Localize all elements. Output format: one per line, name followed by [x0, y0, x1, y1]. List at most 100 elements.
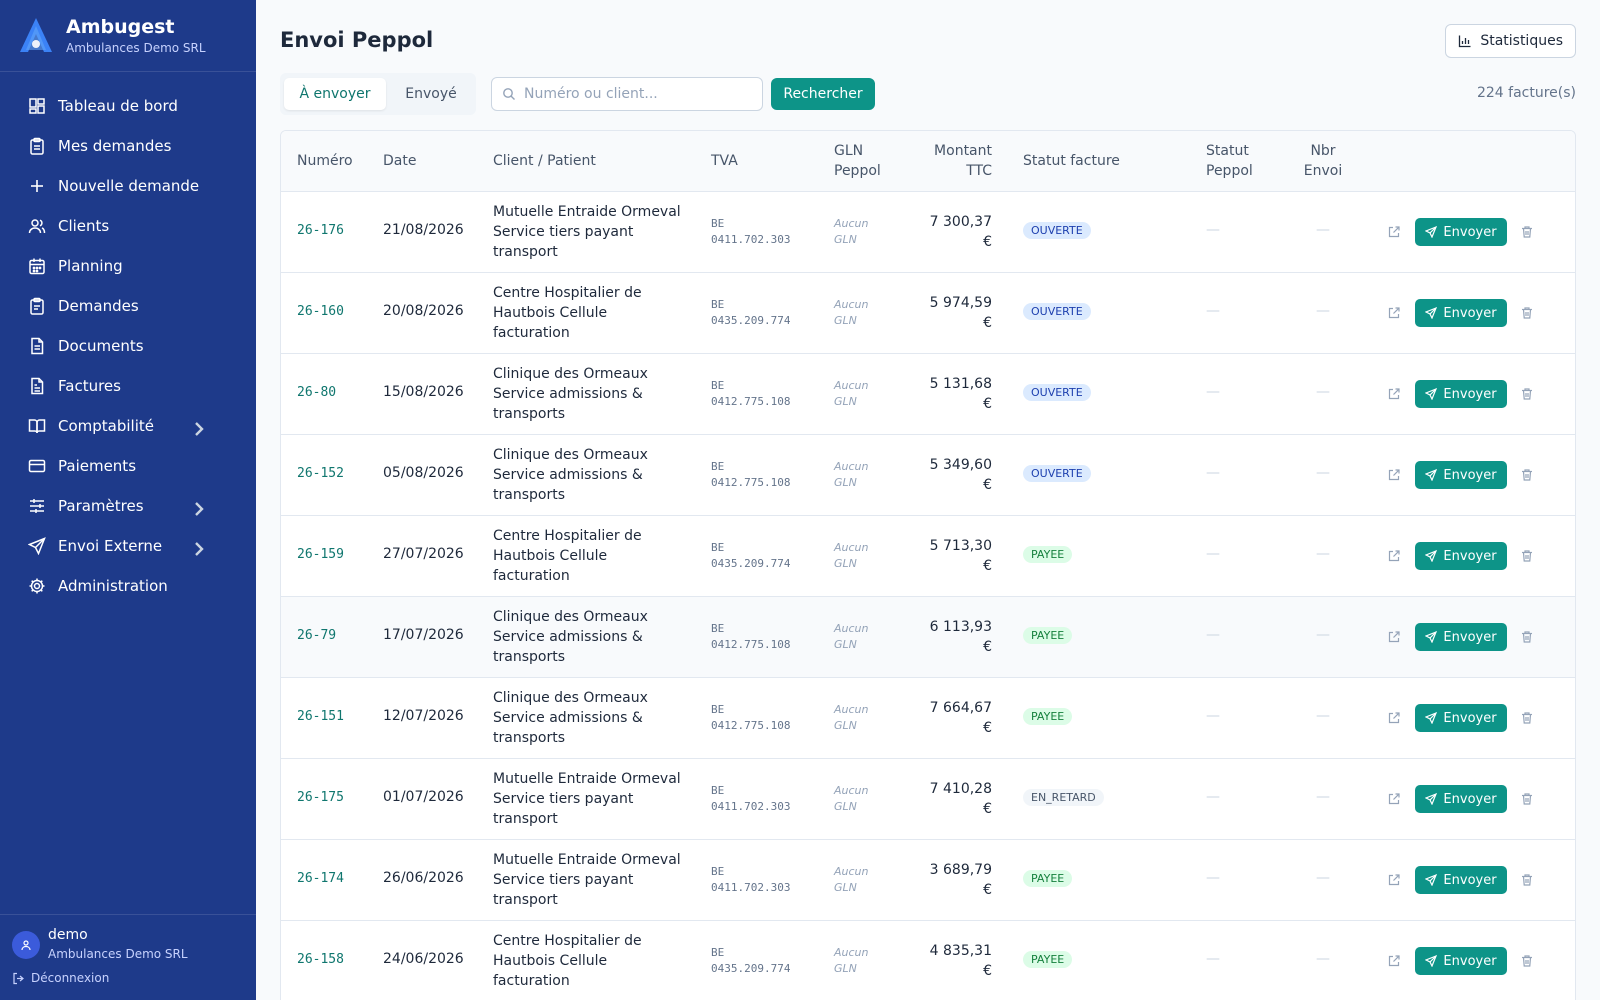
sidebar-item-nouvelle-demande[interactable]: Nouvelle demande [20, 168, 236, 204]
sidebar-item-comptabilite[interactable]: Comptabilité [20, 408, 236, 444]
sidebar-item-documents[interactable]: Documents [20, 328, 236, 364]
gln-line: GLN [834, 800, 857, 813]
delete-button[interactable] [1520, 225, 1534, 243]
tab-a-envoyer[interactable]: À envoyer [284, 78, 386, 110]
invoice-number-link[interactable]: 26-80 [297, 385, 337, 400]
envoyer-button[interactable]: Envoyer [1415, 623, 1507, 651]
envoyer-button[interactable]: Envoyer [1415, 704, 1507, 732]
open-external-button[interactable] [1387, 549, 1401, 567]
client-line: Mutuelle Entraide Ormeval [493, 204, 681, 220]
statistiques-button[interactable]: Statistiques [1445, 24, 1576, 58]
open-external-button[interactable] [1387, 711, 1401, 729]
delete-button[interactable] [1520, 468, 1534, 486]
sidebar-item-paiements[interactable]: Paiements [20, 448, 236, 484]
chevron-right-icon [195, 422, 204, 436]
table-row[interactable]: 26-174 26/06/2026 Mutuelle Entraide Ormeva… [281, 840, 1575, 921]
status-badge: EN_RETARD [1023, 789, 1104, 806]
amount-value: 5 974,59 [929, 295, 992, 311]
sidebar-item-label: Planning [58, 257, 123, 275]
tab-envoye[interactable]: Envoyé [405, 86, 457, 102]
gln-line: GLN [834, 881, 857, 894]
delete-button[interactable] [1520, 711, 1534, 729]
table-row[interactable]: 26-158 24/06/2026 Centre Hospitalier de Hau… [281, 921, 1575, 1000]
delete-button[interactable] [1520, 954, 1534, 972]
envoyer-button[interactable]: Envoyer [1415, 218, 1507, 246]
peppol-status-empty: — [1206, 546, 1220, 562]
status-badge: PAYEE [1023, 708, 1073, 725]
sidebar-item-demandes[interactable]: Demandes [20, 288, 236, 324]
invoice-date: 15/08/2026 [383, 384, 464, 400]
invoice-gln: Aucun GLN [834, 864, 869, 896]
envoyer-button[interactable]: Envoyer [1415, 947, 1507, 975]
tva-line: 0412.775.108 [711, 476, 791, 489]
external-link-icon [1388, 712, 1400, 724]
gln-line: Aucun [834, 379, 869, 392]
envoyer-button[interactable]: Envoyer [1415, 380, 1507, 408]
open-external-button[interactable] [1387, 306, 1401, 324]
gln-line: Aucun [834, 946, 869, 959]
sidebar-item-parametres[interactable]: Paramètres [20, 488, 236, 524]
sidebar-item-label: Factures [58, 377, 121, 395]
table-row[interactable]: 26-152 05/08/2026 Clinique des Ormeaux Serv… [281, 435, 1575, 516]
invoice-number-link[interactable]: 26-175 [297, 790, 344, 805]
amount-value: 5 131,68 [929, 376, 992, 392]
sidebar-item-mes-demandes[interactable]: Mes demandes [20, 128, 236, 164]
delete-button[interactable] [1520, 387, 1534, 405]
search-input[interactable] [524, 86, 744, 102]
delete-button[interactable] [1520, 873, 1534, 891]
table-row[interactable]: 26-175 01/07/2026 Mutuelle Entraide Ormeva… [281, 759, 1575, 840]
open-external-button[interactable] [1387, 225, 1401, 243]
delete-button[interactable] [1520, 792, 1534, 810]
sidebar-item-planning[interactable]: Planning [20, 248, 236, 284]
invoice-number-link[interactable]: 26-79 [297, 628, 337, 643]
chevron-right-icon [195, 502, 204, 516]
delete-button[interactable] [1520, 549, 1534, 567]
envoyer-button[interactable]: Envoyer [1415, 866, 1507, 894]
invoice-number-link[interactable]: 26-152 [297, 466, 344, 481]
delete-button[interactable] [1520, 630, 1534, 648]
envoyer-button[interactable]: Envoyer [1415, 461, 1507, 489]
invoice-number-link[interactable]: 26-159 [297, 547, 344, 562]
sidebar-item-factures[interactable]: Factures [20, 368, 236, 404]
invoice-amount: 6 113,93 € [892, 617, 992, 657]
invoice-number-link[interactable]: 26-174 [297, 871, 344, 886]
chevron-right-icon [195, 542, 204, 556]
open-external-button[interactable] [1387, 468, 1401, 486]
invoice-number-link[interactable]: 26-151 [297, 709, 344, 724]
table-row[interactable]: 26-79 17/07/2026 Clinique des Ormeaux Servi… [281, 597, 1575, 678]
invoice-date: 12/07/2026 [383, 708, 464, 724]
sidebar-item-administration[interactable]: Administration [20, 568, 236, 604]
trash-icon [1522, 307, 1532, 319]
invoice-number-link[interactable]: 26-160 [297, 304, 344, 319]
envoyer-button[interactable]: Envoyer [1415, 542, 1507, 570]
header-gln-line: Peppol [834, 163, 881, 179]
sidebar-item-clients[interactable]: Clients [20, 208, 236, 244]
invoice-number-link[interactable]: 26-176 [297, 223, 344, 238]
gln-line: GLN [834, 557, 857, 570]
table-row[interactable]: 26-151 12/07/2026 Clinique des Ormeaux Serv… [281, 678, 1575, 759]
open-external-button[interactable] [1387, 873, 1401, 891]
client-line: Service admissions & [493, 629, 643, 645]
table-row[interactable]: 26-176 21/08/2026 Mutuelle Entraide Ormeva… [281, 192, 1575, 273]
peppol-status-empty: — [1206, 222, 1220, 238]
table-row[interactable]: 26-160 20/08/2026 Centre Hospitalier de Hau… [281, 273, 1575, 354]
sidebar-item-tableau-de-bord[interactable]: Tableau de bord [20, 88, 236, 124]
open-external-button[interactable] [1387, 954, 1401, 972]
open-external-button[interactable] [1387, 630, 1401, 648]
invoice-number-link[interactable]: 26-158 [297, 952, 344, 967]
amount-currency: € [983, 882, 992, 898]
delete-button[interactable] [1520, 306, 1534, 324]
table-row[interactable]: 26-159 27/07/2026 Centre Hospitalier de Hau… [281, 516, 1575, 597]
logout-link[interactable]: Déconnexion [12, 971, 109, 985]
tva-line: 0411.702.303 [711, 800, 791, 813]
envoyer-button[interactable]: Envoyer [1415, 785, 1507, 813]
table-row[interactable]: 26-80 15/08/2026 Clinique des Ormeaux Servi… [281, 354, 1575, 435]
open-external-button[interactable] [1387, 387, 1401, 405]
envoyer-label: Envoyer [1443, 548, 1497, 564]
rechercher-button[interactable]: Rechercher [771, 78, 875, 110]
open-external-button[interactable] [1387, 792, 1401, 810]
logout-icon [13, 972, 24, 984]
envoyer-button[interactable]: Envoyer [1415, 299, 1507, 327]
user-panel: demo Ambulances Demo SRL Déconnexion [0, 914, 256, 1000]
sidebar-item-envoi-externe[interactable]: Envoi Externe [20, 528, 236, 564]
